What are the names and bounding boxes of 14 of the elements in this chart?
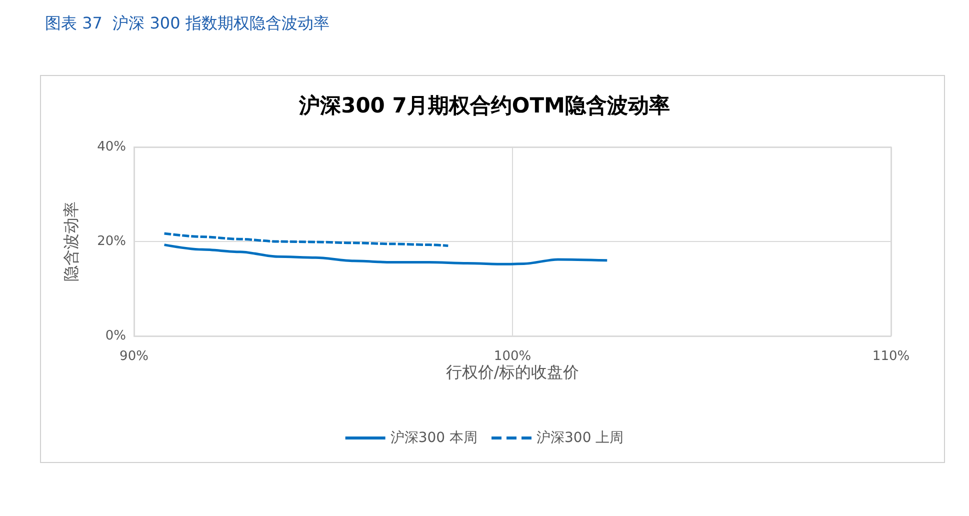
legend-label: 沪深300 上周 bbox=[536, 430, 624, 446]
legend-label: 沪深300 本周 bbox=[390, 430, 478, 446]
y-axis-title: 隐含波动率 bbox=[62, 202, 80, 282]
x-axis-title: 行权价/标的收盘价 bbox=[446, 362, 580, 382]
x-tick-label: 100% bbox=[494, 349, 532, 364]
y-tick-label: 20% bbox=[97, 234, 126, 249]
x-tick-label: 90% bbox=[120, 349, 148, 364]
y-tick-label: 40% bbox=[97, 140, 126, 154]
chart-subtitle: 沪深300 7月期权合约OTM隐含波动率 bbox=[298, 94, 670, 118]
chart-title: 图表 37 沪深 300 指数期权隐含波动率 bbox=[45, 14, 330, 32]
line-series bbox=[163, 244, 608, 266]
y-tick-label: 0% bbox=[105, 328, 126, 344]
line-series bbox=[163, 232, 450, 248]
x-tick-label: 110% bbox=[872, 349, 910, 364]
